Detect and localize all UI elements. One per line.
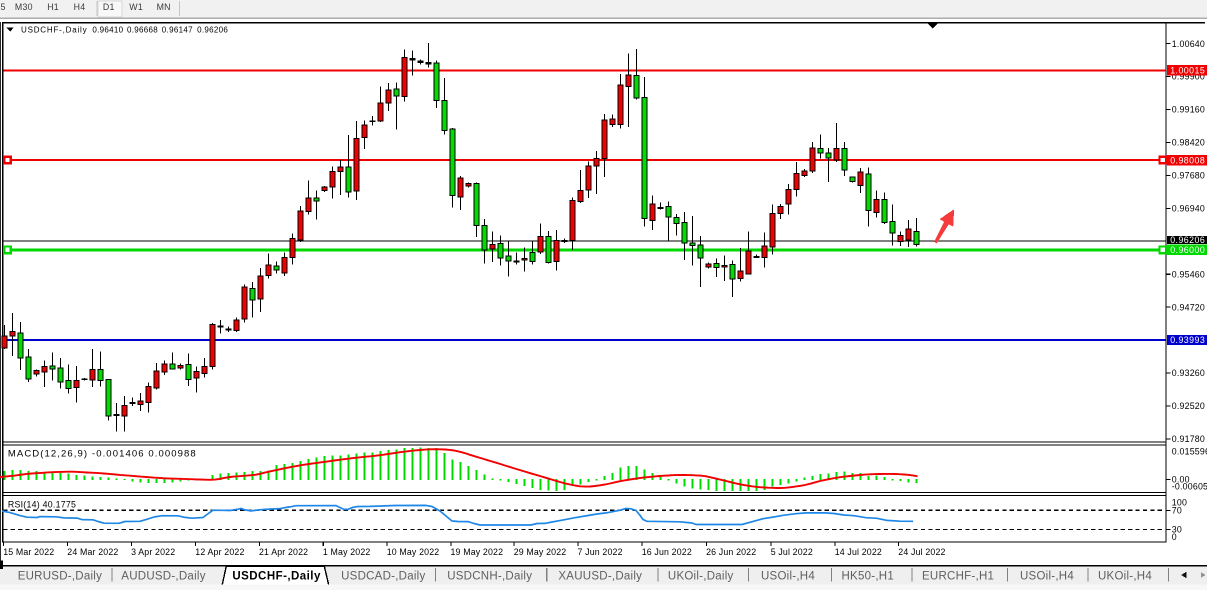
svg-text:H4: H4	[74, 2, 86, 12]
svg-text:1.00015: 1.00015	[1170, 66, 1205, 76]
svg-text:24 Mar 2022: 24 Mar 2022	[67, 547, 118, 557]
svg-text:70: 70	[1172, 506, 1182, 516]
svg-text:-0.006053: -0.006053	[1172, 482, 1207, 492]
svg-text:0: 0	[1172, 532, 1177, 542]
svg-text:5: 5	[1, 2, 6, 12]
svg-text:USDCNH-,Daily: USDCNH-,Daily	[447, 570, 532, 582]
svg-text:XAUUSD-,Daily: XAUUSD-,Daily	[558, 570, 642, 582]
svg-text:USDCHF-,Daily: USDCHF-,Daily	[21, 26, 87, 35]
svg-text:0.96000: 0.96000	[1170, 245, 1205, 255]
svg-text:USOil-,H4: USOil-,H4	[761, 570, 815, 582]
svg-text:15 Mar 2022: 15 Mar 2022	[3, 547, 54, 557]
svg-text:0.98008: 0.98008	[1170, 155, 1205, 165]
svg-text:30: 30	[1172, 525, 1182, 535]
svg-text:29 May 2022: 29 May 2022	[514, 547, 567, 557]
svg-text:RSI(14) 40.1775: RSI(14) 40.1775	[8, 499, 76, 509]
svg-text:H1: H1	[47, 2, 59, 12]
svg-text:HK50-,H1: HK50-,H1	[842, 570, 895, 582]
svg-text:14 Jul 2022: 14 Jul 2022	[835, 547, 882, 557]
svg-text:3 Apr 2022: 3 Apr 2022	[131, 547, 175, 557]
svg-text:26 Jun 2022: 26 Jun 2022	[706, 547, 756, 557]
svg-text:1 May 2022: 1 May 2022	[323, 547, 371, 557]
svg-text:0.97680: 0.97680	[1172, 171, 1205, 181]
svg-text:19 May 2022: 19 May 2022	[451, 547, 504, 557]
svg-text:USDCHF-,Daily: USDCHF-,Daily	[232, 570, 321, 582]
svg-text:0.92520: 0.92520	[1172, 401, 1205, 411]
svg-text:0.96668: 0.96668	[127, 26, 158, 35]
svg-text:0.93260: 0.93260	[1172, 368, 1205, 378]
svg-text:UKOil-,H4: UKOil-,H4	[1098, 570, 1152, 582]
svg-text:EURUSD-,Daily: EURUSD-,Daily	[18, 570, 102, 582]
svg-text:USDCAD-,Daily: USDCAD-,Daily	[341, 570, 425, 582]
svg-text:0.98420: 0.98420	[1172, 138, 1205, 148]
svg-text:0.95460: 0.95460	[1172, 269, 1205, 279]
svg-text:0.99900: 0.99900	[1172, 72, 1205, 82]
svg-text:MACD(12,26,9) -0.001406 0.0009: MACD(12,26,9) -0.001406 0.000988	[8, 449, 197, 460]
svg-text:0.96206: 0.96206	[1170, 235, 1205, 245]
svg-text:AUDUSD-,Daily: AUDUSD-,Daily	[121, 570, 205, 582]
svg-text:USOil-,H4: USOil-,H4	[1020, 570, 1074, 582]
svg-text:M30: M30	[15, 2, 33, 12]
svg-text:0.00: 0.00	[1172, 475, 1190, 485]
svg-text:0.96410: 0.96410	[92, 26, 123, 35]
svg-text:0.015596: 0.015596	[1172, 446, 1207, 456]
svg-text:0.96940: 0.96940	[1172, 204, 1205, 214]
svg-text:16 Jun 2022: 16 Jun 2022	[642, 547, 692, 557]
svg-text:0.96147: 0.96147	[162, 26, 193, 35]
svg-text:12 Apr 2022: 12 Apr 2022	[195, 547, 244, 557]
svg-text:EURCHF-,H1: EURCHF-,H1	[922, 570, 994, 582]
svg-text:MN: MN	[157, 2, 171, 12]
svg-text:0.99160: 0.99160	[1172, 105, 1205, 115]
svg-text:0.96206: 0.96206	[197, 26, 228, 35]
svg-text:W1: W1	[129, 2, 143, 12]
svg-text:7 Jun 2022: 7 Jun 2022	[578, 547, 623, 557]
svg-text:0.93993: 0.93993	[1170, 335, 1205, 345]
svg-text:0.94720: 0.94720	[1172, 302, 1205, 312]
svg-text:10 May 2022: 10 May 2022	[387, 547, 440, 557]
svg-text:1.00640: 1.00640	[1172, 39, 1205, 49]
svg-text:24 Jul 2022: 24 Jul 2022	[898, 547, 945, 557]
svg-text:100: 100	[1172, 498, 1187, 508]
svg-text:21 Apr 2022: 21 Apr 2022	[259, 547, 308, 557]
svg-text:0.91780: 0.91780	[1172, 434, 1205, 444]
svg-text:UKOil-,Daily: UKOil-,Daily	[668, 570, 734, 582]
svg-text:D1: D1	[103, 2, 115, 12]
svg-text:5 Jul 2022: 5 Jul 2022	[771, 547, 813, 557]
